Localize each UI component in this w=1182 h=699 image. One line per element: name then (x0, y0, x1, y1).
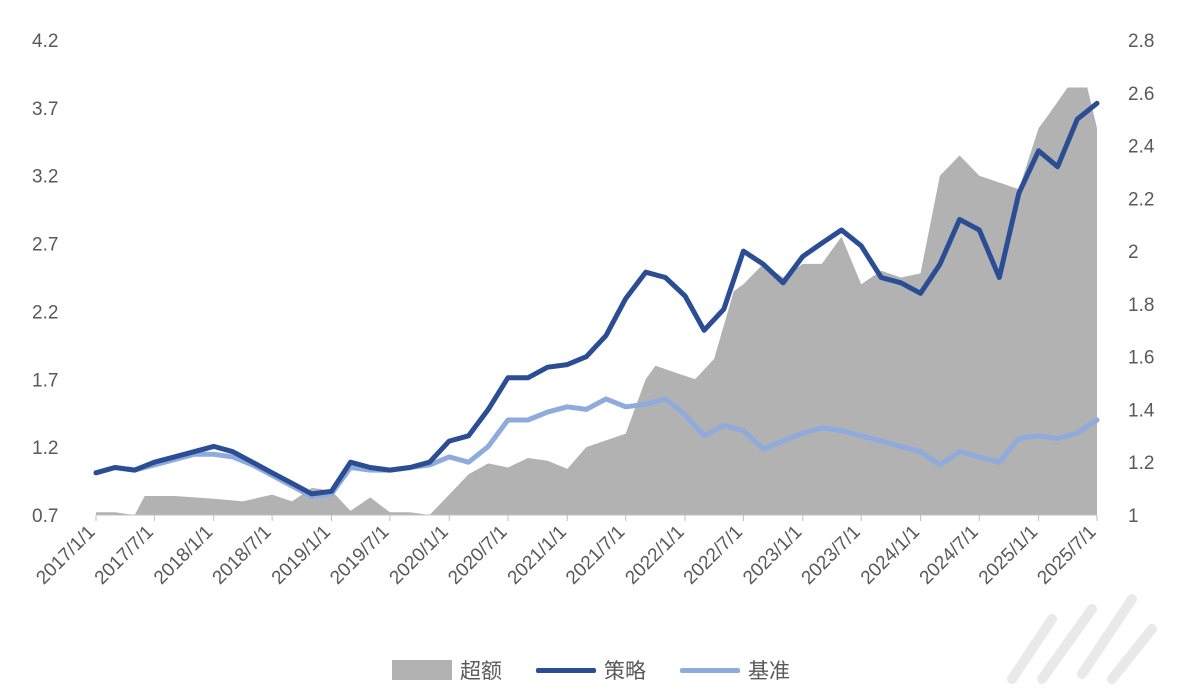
right-axis-ticks: 1 1.2 1.4 1.6 1.8 2 2.2 2.4 2.6 2.8 (1128, 31, 1155, 527)
x-tick-label: 2024/7/1 (916, 522, 983, 589)
x-tick-label: 2019/7/1 (326, 522, 393, 589)
left-tick-label: 3.2 (32, 167, 58, 188)
legend-item-strategy: 策略 (536, 655, 646, 685)
left-tick-label: 0.7 (32, 506, 58, 527)
right-tick-label: 2 (1128, 242, 1139, 263)
right-tick-label: 2.8 (1128, 31, 1154, 52)
left-tick-label: 4.2 (32, 31, 58, 52)
right-tick-label: 1.6 (1128, 348, 1154, 369)
right-tick-label: 2.4 (1128, 137, 1155, 158)
x-tick-label: 2022/7/1 (680, 522, 747, 589)
legend-item-benchmark: 基准 (680, 655, 790, 685)
x-tick-label: 2023/7/1 (798, 522, 865, 589)
right-tick-label: 1.2 (1128, 453, 1154, 474)
excess-area-layer (96, 87, 1097, 515)
right-tick-label: 2.2 (1128, 189, 1154, 210)
x-tick-label: 2018/7/1 (209, 522, 276, 589)
legend: 超额 策略 基准 (0, 650, 1182, 690)
left-tick-label: 1.2 (32, 438, 58, 459)
right-tick-label: 1.8 (1128, 295, 1154, 316)
legend-swatch-strategy (536, 667, 596, 673)
x-tick-label: 2018/1/1 (150, 522, 217, 589)
right-tick-label: 1.4 (1128, 400, 1155, 421)
legend-swatch-excess (392, 660, 452, 680)
x-tick-label: 2024/1/1 (857, 522, 924, 589)
x-tick-label: 2021/7/1 (562, 522, 629, 589)
series-excess-area (96, 87, 1097, 515)
x-tick-label: 2020/1/1 (386, 522, 453, 589)
left-tick-label: 2.7 (32, 235, 58, 256)
legend-label-benchmark: 基准 (748, 659, 790, 683)
legend-label-excess: 超额 (460, 659, 502, 683)
x-tick-label: 2020/7/1 (444, 522, 511, 589)
series-strategy-line (93, 100, 1100, 497)
left-tick-label: 1.7 (32, 370, 58, 391)
x-tick-label: 2021/1/1 (504, 522, 571, 589)
left-tick-label: 3.7 (32, 99, 58, 120)
legend-swatch-benchmark (680, 667, 740, 673)
left-axis-ticks: 0.7 1.2 1.7 2.2 2.7 3.2 3.7 4.2 (32, 31, 58, 527)
x-tick-label: 2017/1/1 (32, 522, 99, 589)
legend-label-strategy: 策略 (604, 659, 646, 683)
watermark-logo (1007, 594, 1157, 684)
right-tick-label: 2.6 (1128, 84, 1154, 105)
x-tick-label: 2019/1/1 (268, 522, 335, 589)
right-tick-label: 1 (1128, 506, 1139, 527)
series-lines-layer (93, 100, 1100, 499)
chart-svg: 0.7 1.2 1.7 2.2 2.7 3.2 3.7 4.2 1 1.2 1.4 1.6 1.8 2 2… (32, 31, 1155, 589)
left-tick-label: 2.2 (32, 302, 58, 323)
x-tick-label: 2022/1/1 (621, 522, 688, 589)
x-tick-label: 2017/7/1 (91, 522, 158, 589)
x-axis: 2017/1/12017/7/12018/1/12018/7/12019/1/1… (32, 514, 1101, 589)
legend-item-excess: 超额 (392, 655, 502, 685)
x-tick-label: 2023/1/1 (739, 522, 806, 589)
